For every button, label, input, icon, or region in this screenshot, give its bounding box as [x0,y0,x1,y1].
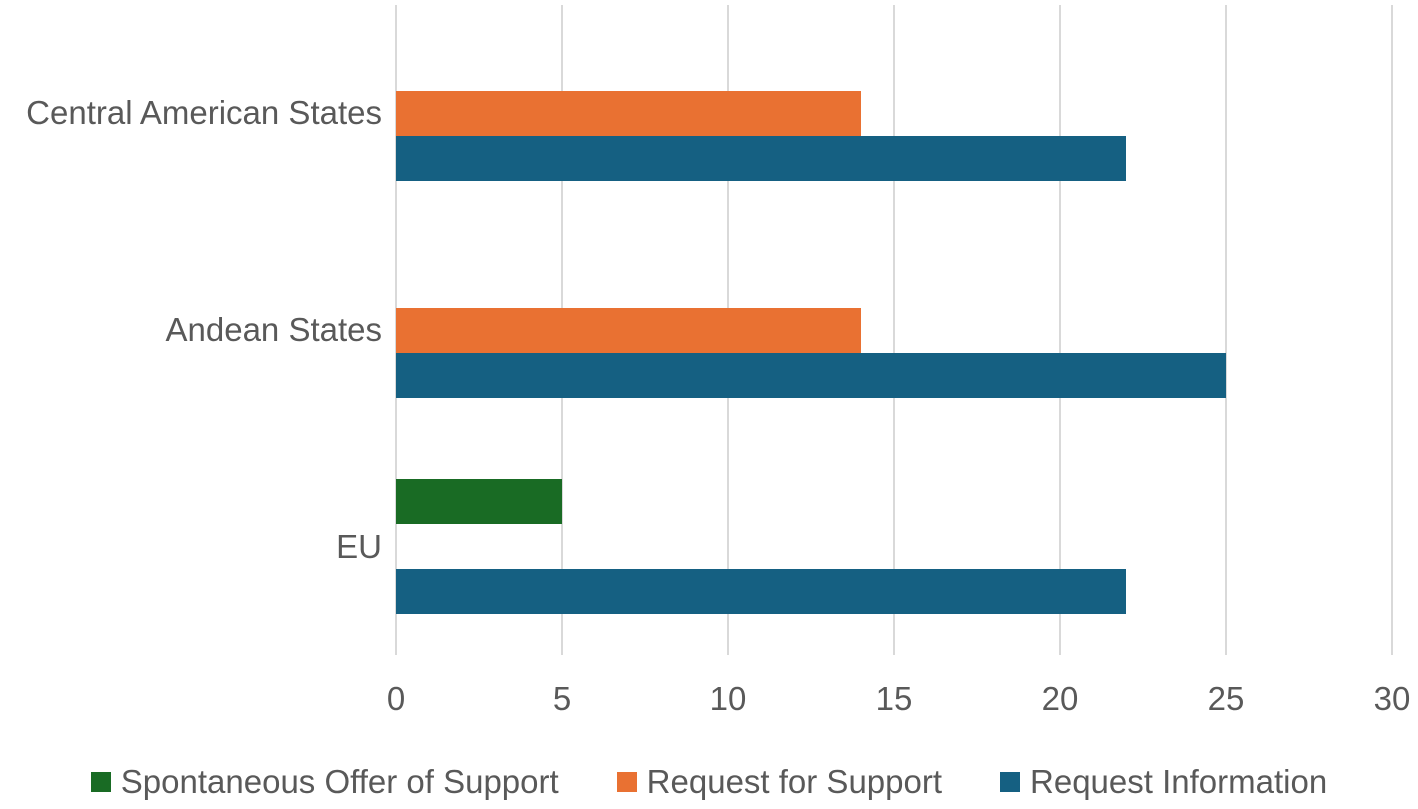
legend-label: Spontaneous Offer of Support [120,763,559,800]
legend-swatch-request-for-support [616,772,637,792]
bar-central-american-states-request-for-support [396,90,861,136]
bar-eu-spontaneous-offer-of-support [396,479,562,525]
legend-item-spontaneous-offer-of-support: Spontaneous Offer of Support [90,763,559,801]
legend-item-request-for-support: Request for Support [616,763,943,801]
gridline-x-25 [1225,5,1227,655]
x-axis-tick-label: 20 [1041,680,1079,717]
x-axis-tick-label: 5 [552,680,572,717]
legend-swatch-spontaneous-offer-of-support [90,772,111,792]
x-axis-tick-label: 15 [875,680,913,717]
legend-label: Request for Support [646,763,943,800]
x-axis-tick-label: 25 [1207,680,1245,717]
x-axis-tick-label: 10 [709,680,747,717]
category-label-central-american-states: Central American States [26,94,382,132]
gridline-x-15 [893,5,895,655]
gridline-x-30 [1391,5,1393,655]
category-label-andean-states: Andean States [165,311,383,348]
bar-andean-states-request-information [396,352,1226,398]
category-label-eu: EU [336,527,382,565]
legend-swatch-request-information [1000,772,1021,792]
bar-central-american-states-request-information [396,135,1127,181]
x-axis-tick-label: 0 [386,680,406,717]
bar-andean-states-request-for-support [396,307,861,353]
chart-legend: Spontaneous Offer of Support Request for … [0,763,1418,801]
bar-eu-request-information [396,569,1127,615]
legend-label: Request Information [1030,763,1328,800]
gridline-x-20 [1059,5,1061,655]
legend-item-request-information: Request Information [1000,763,1327,801]
x-axis-tick-label: 30 [1373,680,1411,717]
